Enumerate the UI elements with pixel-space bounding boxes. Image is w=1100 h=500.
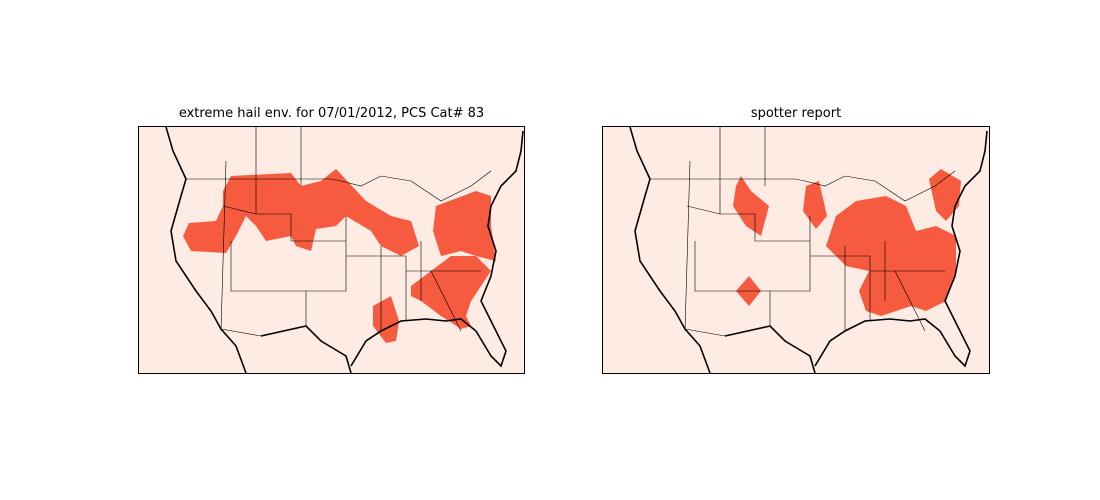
region-mid-atlantic: [433, 191, 496, 261]
basemap-lines: [165, 127, 524, 373]
region-ohio-valley-southeast: [826, 196, 956, 316]
state-borders: [650, 127, 956, 337]
basemap-lines: [629, 127, 988, 373]
region-northern-plains: [183, 169, 419, 256]
region-south-dakota: [733, 176, 769, 236]
coastline: [165, 127, 524, 373]
hail-environment-regions: [183, 169, 496, 343]
region-southeast: [411, 256, 491, 329]
coastline: [629, 127, 988, 373]
right-map-title: spotter report: [750, 106, 842, 121]
state-borders: [186, 127, 492, 337]
region-northeast: [929, 169, 961, 221]
region-minnesota: [803, 181, 827, 229]
spotter-report-regions: [733, 169, 961, 316]
right-map: [602, 126, 990, 374]
left-map-title: extreme hail env. for 07/01/2012, PCS Ca…: [178, 106, 485, 121]
left-map: [138, 126, 525, 374]
